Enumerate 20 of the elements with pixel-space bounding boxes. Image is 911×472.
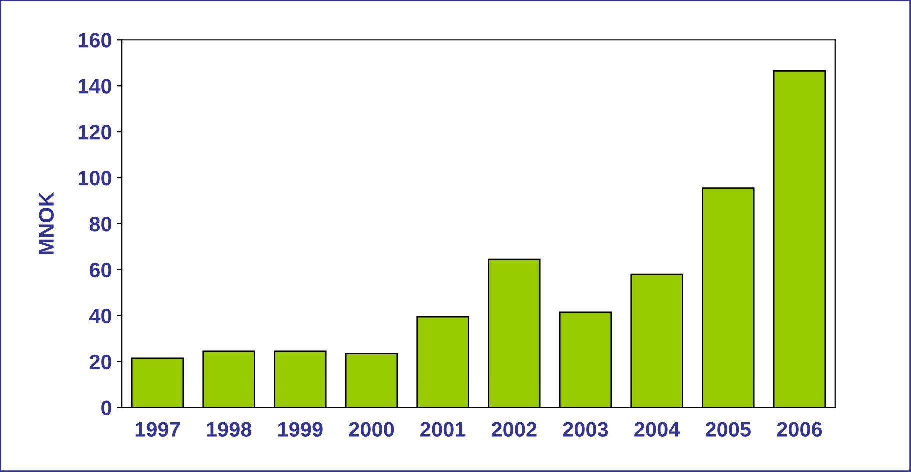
x-tick-label: 2002 — [492, 422, 537, 437]
x-tick-label: 1998 — [207, 422, 252, 437]
y-tick-label: 80 — [90, 216, 112, 232]
x-tick-label: 2006 — [777, 422, 822, 437]
x-tick-label: 2004 — [634, 422, 680, 437]
x-tick-label: 2001 — [420, 422, 466, 437]
y-tick-label: 140 — [78, 79, 112, 94]
x-tick-label: 1999 — [278, 422, 323, 437]
x-tick-label: 2000 — [349, 422, 394, 437]
y-tick-label: 20 — [90, 354, 112, 370]
x-tick-label: 2005 — [706, 422, 751, 437]
y-tick-label: 0 — [102, 400, 112, 416]
y-axis-title: MNOK — [39, 192, 54, 254]
y-tick-label: 160 — [78, 33, 112, 48]
x-tick-label: 1997 — [136, 422, 180, 437]
x-tick-label: 2003 — [563, 422, 608, 438]
y-tick-label: 60 — [90, 262, 112, 278]
y-tick-label: 100 — [78, 171, 112, 186]
y-tick-label: 120 — [78, 125, 112, 140]
y-tick-label: 40 — [89, 308, 112, 324]
